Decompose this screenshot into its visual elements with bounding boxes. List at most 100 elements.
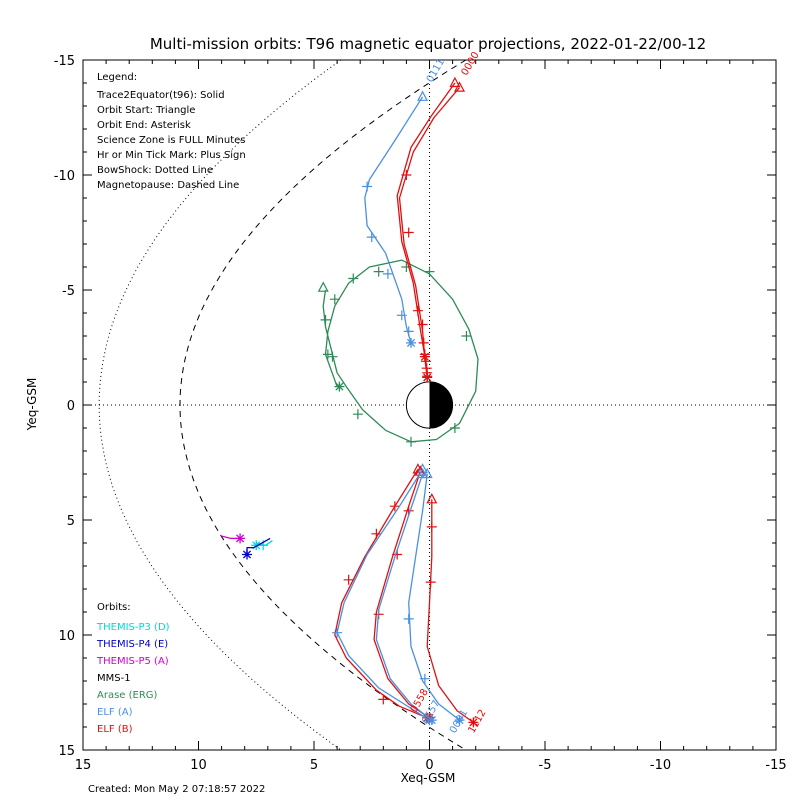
x-tick-label: -15: [765, 758, 786, 773]
orbit-end-asterisk: [426, 715, 437, 726]
x-tick-label: -5: [539, 758, 552, 773]
tick-mark-plus: [371, 528, 382, 539]
series-group: [396, 76, 461, 362]
orbit-start-triangle: [317, 281, 329, 292]
orbit-legend-item: THEMIS-P3 (D): [96, 622, 170, 633]
series-group: [317, 259, 479, 447]
y-tick-label: 5: [67, 514, 75, 529]
legend-line: Orbit Start: Triangle: [97, 105, 195, 116]
tick-mark-plus: [320, 314, 331, 325]
series-group: [242, 537, 271, 560]
y-tick-label: -15: [54, 54, 75, 69]
orbit-start-triangle: [449, 76, 461, 88]
orbit-series: [221, 76, 479, 728]
tick-mark-plus: [382, 268, 393, 279]
tick-mark-plus: [403, 613, 414, 624]
y-tick-label: 10: [58, 629, 75, 644]
created-timestamp: Created: Mon May 2 07:18:57 2022: [88, 784, 265, 795]
y-tick-label: 15: [58, 744, 75, 759]
series-group: [403, 467, 465, 726]
orbit-trace: [408, 473, 460, 721]
tick-mark-plus: [424, 266, 435, 277]
earth-icon: [405, 381, 454, 429]
legend-line: Magnetopause: Dashed Line: [97, 180, 239, 191]
tick-mark-plus: [322, 349, 333, 360]
orbit-trace: [334, 469, 428, 719]
tick-mark-plus: [348, 273, 359, 284]
earth-night-side: [429, 381, 453, 429]
tick-mark-plus: [401, 262, 412, 272]
orbit-legend-item: THEMIS-P5 (A): [96, 656, 169, 667]
orbit-legend-item: ELF (A): [97, 707, 133, 718]
orbit-trace: [375, 473, 433, 721]
tick-mark-plus: [396, 310, 407, 321]
tick-mark-plus: [378, 694, 389, 705]
x-tick-label: -10: [650, 758, 671, 773]
y-tick-label: -5: [62, 284, 75, 299]
orbit-end-asterisk: [235, 533, 246, 544]
legend-line: Hr or Min Tick Mark: Plus Sign: [97, 150, 246, 161]
y-tick-label: 0: [67, 399, 75, 414]
magnetopause-line: [179, 59, 467, 751]
orbit-end-asterisk: [454, 715, 465, 726]
tick-mark-plus: [426, 521, 437, 532]
legend: Legend: Trace2Equator(t96): Solid Orbit St…: [96, 72, 246, 191]
orbit-legend-item: ELF (B): [97, 724, 133, 735]
orbit-legend: Orbits: THEMIS-P3 (D) THEMIS-P4 (E) THEMIS-…: [96, 602, 170, 735]
orbit-trace: [396, 82, 456, 357]
orbit-end-asterisk: [406, 337, 417, 348]
tick-mark-plus: [425, 577, 436, 588]
orbit-start-triangle: [421, 467, 433, 479]
tick-mark-plus: [461, 331, 472, 341]
series-group: [334, 463, 433, 723]
tick-mark-plus: [449, 423, 460, 433]
series-group: [425, 493, 479, 728]
legend-line: Science Zone is FULL Minutes: [97, 135, 246, 146]
tick-mark-plus: [373, 266, 384, 277]
tick-mark-plus: [403, 227, 414, 238]
tick-mark-plus: [343, 574, 354, 585]
tick-mark-plus: [389, 501, 400, 512]
tick-mark-plus: [406, 436, 417, 447]
orbits-header: Orbits:: [97, 602, 131, 613]
orbit-end-asterisk: [468, 717, 479, 728]
orbit-end-asterisk: [251, 540, 262, 551]
y-axis-label: Yeq-GSM: [25, 378, 39, 432]
x-tick-label: 15: [75, 758, 92, 773]
x-tick-label: 10: [190, 758, 207, 773]
orbit-end-asterisk: [419, 351, 430, 362]
boundaries: [98, 59, 467, 751]
legend-line: Orbit End: Asterisk: [97, 120, 191, 131]
chart-title: Multi-mission orbits: T96 magnetic equat…: [150, 35, 706, 53]
orbit-end-asterisk: [242, 549, 253, 560]
x-tick-label: 0: [425, 758, 433, 773]
legend-line: Trace2Equator(t96): Solid: [96, 90, 225, 101]
orbit-start-triangle: [426, 493, 438, 504]
orbit-legend-item: Arase (ERG): [97, 690, 158, 701]
y-tick-label: -10: [54, 169, 75, 184]
series-group: [362, 90, 429, 348]
orbit-end-asterisk: [422, 372, 433, 383]
tick-mark-plus: [327, 351, 338, 362]
tick-mark-plus: [419, 673, 430, 684]
tick-mark-plus: [366, 232, 377, 243]
orbit-end-asterisk: [334, 381, 345, 392]
x-axis-label: Xeq-GSM: [401, 771, 456, 785]
tick-mark-plus: [329, 294, 340, 305]
tick-mark-plus: [403, 326, 414, 337]
orbit-legend-item: THEMIS-P4 (E): [96, 639, 168, 650]
tick-mark-plus: [362, 181, 373, 192]
x-tick-label: 5: [310, 758, 318, 773]
legend-header: Legend:: [97, 72, 137, 83]
orbit-trace: [364, 96, 424, 344]
tick-mark-plus: [352, 409, 363, 420]
legend-line: BowShock: Dotted Line: [97, 165, 213, 176]
orbit-trace: [322, 259, 479, 443]
tick-mark-plus: [332, 627, 343, 638]
orbit-trace: [373, 471, 430, 719]
series-group: [221, 533, 246, 544]
orbit-legend-item: MMS-1: [97, 673, 131, 684]
orbit-start-triangle: [417, 90, 429, 101]
orbit-start-triangle: [417, 463, 429, 474]
orbit-start-triangle: [414, 465, 426, 476]
